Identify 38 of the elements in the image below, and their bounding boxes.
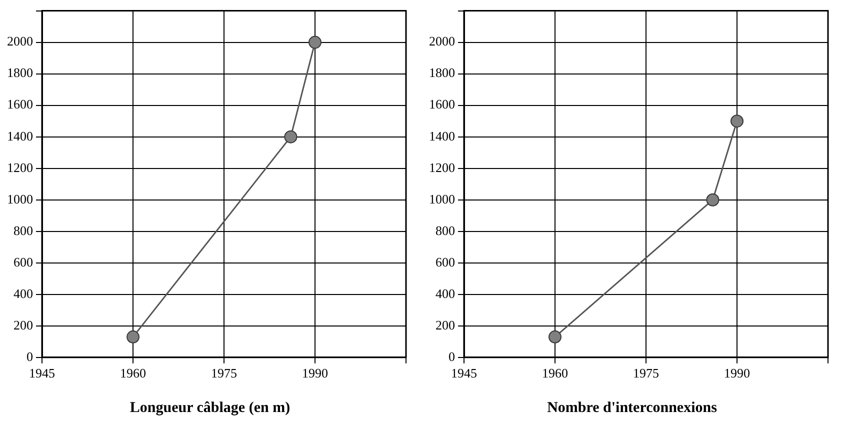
y-tick-label: 600 (14, 254, 33, 270)
y-tick-label: 1200 (7, 160, 33, 175)
y-tick-label: 1600 (7, 96, 33, 112)
y-tick-label: 1400 (429, 128, 455, 144)
y-tick-label: 1800 (429, 65, 455, 80)
point (548, 330, 562, 344)
y-tick-label: 0 (26, 348, 33, 364)
y-tick-label: 600 (436, 254, 455, 270)
y-tick-label: 1600 (429, 96, 455, 112)
x-tick-label: 1975 (633, 366, 659, 381)
x-tick-label: 1945 (451, 366, 477, 381)
y-tick-label: 1000 (7, 191, 33, 206)
x-tick-label: 1975 (211, 366, 237, 381)
y-tick-label: 2000 (7, 34, 33, 49)
x-tick-label: 1945 (29, 366, 55, 381)
x-tick-label: 1990 (724, 366, 750, 381)
point (706, 193, 720, 206)
y-tick-label: 400 (14, 286, 33, 301)
y-tick-label: 2000 (429, 34, 455, 49)
y-tick-label: 1400 (7, 128, 33, 144)
y-tick-label: 0 (448, 348, 455, 364)
x-tick-label: 1960 (120, 366, 146, 381)
x-tick-label: 1990 (302, 366, 328, 381)
point (730, 114, 744, 128)
y-tick-label: 200 (436, 317, 455, 332)
point (308, 36, 322, 49)
y-tick-label: 800 (436, 222, 455, 238)
y-tick-label: 1000 (429, 191, 455, 206)
y-tick-label: 200 (14, 317, 33, 332)
y-tick-label: 1800 (7, 65, 33, 80)
point (126, 330, 140, 344)
y-tick-label: 800 (14, 222, 33, 238)
y-tick-label: 1200 (429, 160, 455, 175)
y-tick-label: 400 (436, 286, 455, 301)
point (284, 130, 298, 144)
x-tick-label: 1960 (542, 366, 568, 381)
x-axis-title: Nombre d'interconnexions (546, 400, 718, 417)
x-axis-title: Longueur câblage (en m) (128, 400, 292, 417)
